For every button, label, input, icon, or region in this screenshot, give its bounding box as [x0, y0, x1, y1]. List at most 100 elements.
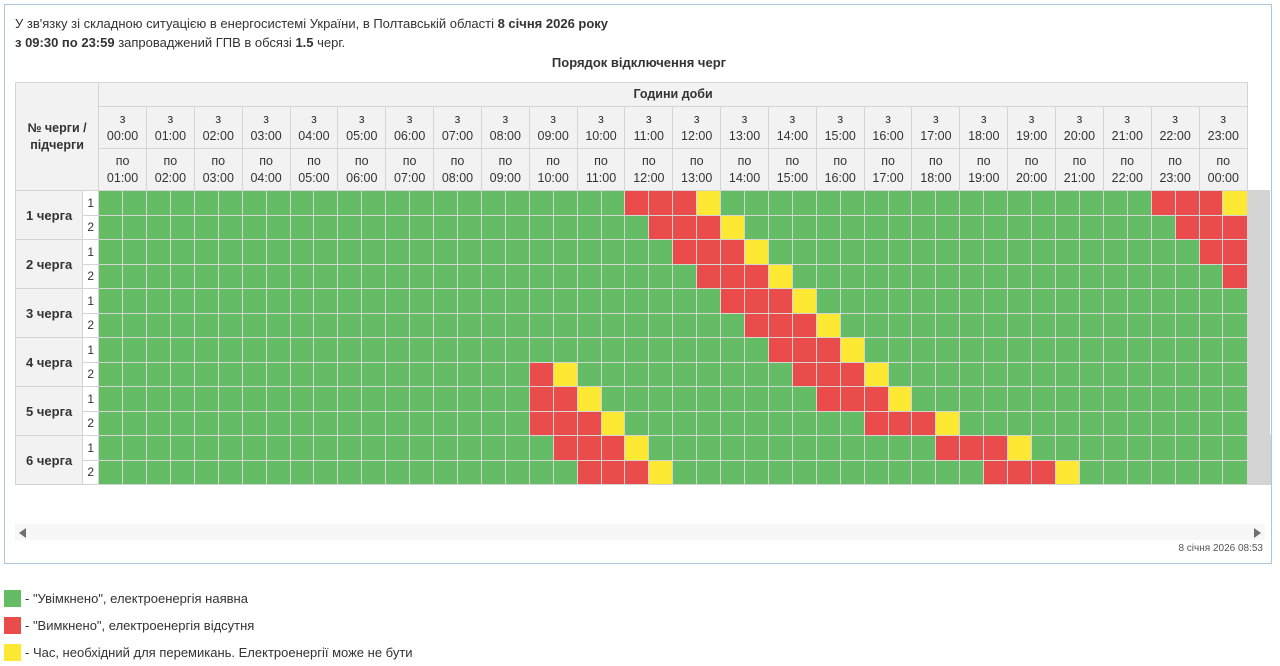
schedule-cell — [456, 337, 482, 363]
schedule-cell — [1055, 361, 1080, 387]
schedule-cell — [887, 386, 913, 412]
schedule-cell — [337, 288, 363, 314]
notice-suffix: черг. — [313, 35, 346, 50]
schedule-cell — [935, 214, 961, 240]
schedule-cell — [887, 312, 913, 338]
schedule-cell — [576, 459, 602, 485]
schedule-cell — [169, 190, 195, 216]
hour-to-header: по 06:00 — [337, 148, 387, 191]
schedule-cell — [744, 410, 769, 436]
schedule-cell — [313, 337, 339, 363]
schedule-cell — [791, 263, 817, 289]
schedule-cell — [624, 190, 650, 216]
schedule-cell — [528, 337, 554, 363]
schedule-cell — [1222, 214, 1248, 240]
schedule-cell — [361, 361, 387, 387]
schedule-cell — [337, 312, 363, 338]
schedule-cell — [337, 435, 363, 461]
schedule-cell — [863, 312, 889, 338]
schedule-cell — [600, 459, 626, 485]
schedule-cell — [1031, 459, 1057, 485]
schedule-cell — [217, 459, 243, 485]
schedule-cell — [839, 214, 865, 240]
hour-from-header: з 14:00 — [767, 106, 817, 149]
scroll-left-arrow-icon[interactable] — [19, 528, 26, 538]
schedule-cell — [767, 263, 793, 289]
schedule-cell — [1055, 459, 1080, 485]
schedule-cell — [265, 190, 291, 216]
schedule-cell — [815, 263, 841, 289]
schedule-cell — [696, 214, 722, 240]
schedule-cell — [456, 263, 482, 289]
schedule-cell — [648, 190, 674, 216]
schedule-cell — [241, 263, 267, 289]
schedule-cell — [145, 386, 171, 412]
schedule-cell — [576, 312, 602, 338]
schedule-cell — [552, 288, 578, 314]
schedule-cell — [983, 386, 1009, 412]
schedule-cell — [145, 459, 171, 485]
schedule-cell — [169, 459, 195, 485]
schedule-cell — [289, 312, 315, 338]
schedule-cell — [863, 337, 889, 363]
schedule-cell — [1222, 190, 1248, 216]
schedule-cell — [241, 239, 267, 265]
schedule-cell — [456, 214, 482, 240]
schedule-cell — [911, 459, 937, 485]
schedule-cell — [983, 263, 1009, 289]
schedule-cell — [1007, 263, 1033, 289]
schedule-cell — [720, 410, 746, 436]
schedule-cell — [289, 435, 315, 461]
schedule-cell — [433, 190, 458, 216]
outage-notice: У зв'язку зі складною ситуацією в енерго… — [15, 14, 608, 52]
schedule-cell — [480, 410, 506, 436]
schedule-cell — [313, 312, 339, 338]
schedule-cell — [672, 459, 698, 485]
schedule-cell — [815, 435, 841, 461]
schedule-cell — [1102, 459, 1128, 485]
schedule-cell — [959, 288, 985, 314]
schedule-cell — [1174, 288, 1200, 314]
schedule-cell — [480, 435, 506, 461]
schedule-cell — [361, 288, 387, 314]
subqueue-label: 2 — [82, 459, 100, 485]
schedule-cell — [337, 239, 363, 265]
schedule-cell — [433, 239, 458, 265]
schedule-cell — [648, 386, 674, 412]
schedule-cell — [169, 435, 195, 461]
schedule-cell — [720, 288, 746, 314]
schedule-cell — [1078, 337, 1104, 363]
schedule-cell — [1198, 263, 1224, 289]
horizontal-scrollbar[interactable] — [15, 524, 1265, 540]
schedule-cell — [935, 190, 961, 216]
schedule-cell — [145, 214, 171, 240]
schedule-cell — [887, 410, 913, 436]
hour-to-header: по 19:00 — [959, 148, 1009, 191]
schedule-cell — [863, 435, 889, 461]
schedule-cell — [863, 459, 889, 485]
schedule-cell — [1007, 410, 1033, 436]
hour-from-header: з 16:00 — [863, 106, 913, 149]
schedule-cell — [385, 239, 411, 265]
schedule-cell — [863, 214, 889, 240]
schedule-cell — [504, 459, 530, 485]
schedule-cell — [1078, 312, 1104, 338]
schedule-cell — [767, 239, 793, 265]
schedule-cell — [1174, 312, 1200, 338]
schedule-cell — [624, 410, 650, 436]
schedule-cell — [1198, 361, 1224, 387]
scroll-right-arrow-icon[interactable] — [1254, 528, 1261, 538]
schedule-cell — [935, 386, 961, 412]
hour-from-header: з 21:00 — [1102, 106, 1152, 149]
schedule-cell — [767, 214, 793, 240]
schedule-cell — [480, 239, 506, 265]
schedule-cell — [720, 263, 746, 289]
schedule-cell — [1222, 288, 1248, 314]
schedule-cell — [337, 410, 363, 436]
schedule-cell — [600, 361, 626, 387]
schedule-cell — [935, 435, 961, 461]
schedule-cell — [576, 337, 602, 363]
schedule-cell — [313, 214, 339, 240]
schedule-cell — [1198, 459, 1224, 485]
schedule-cell — [385, 386, 411, 412]
